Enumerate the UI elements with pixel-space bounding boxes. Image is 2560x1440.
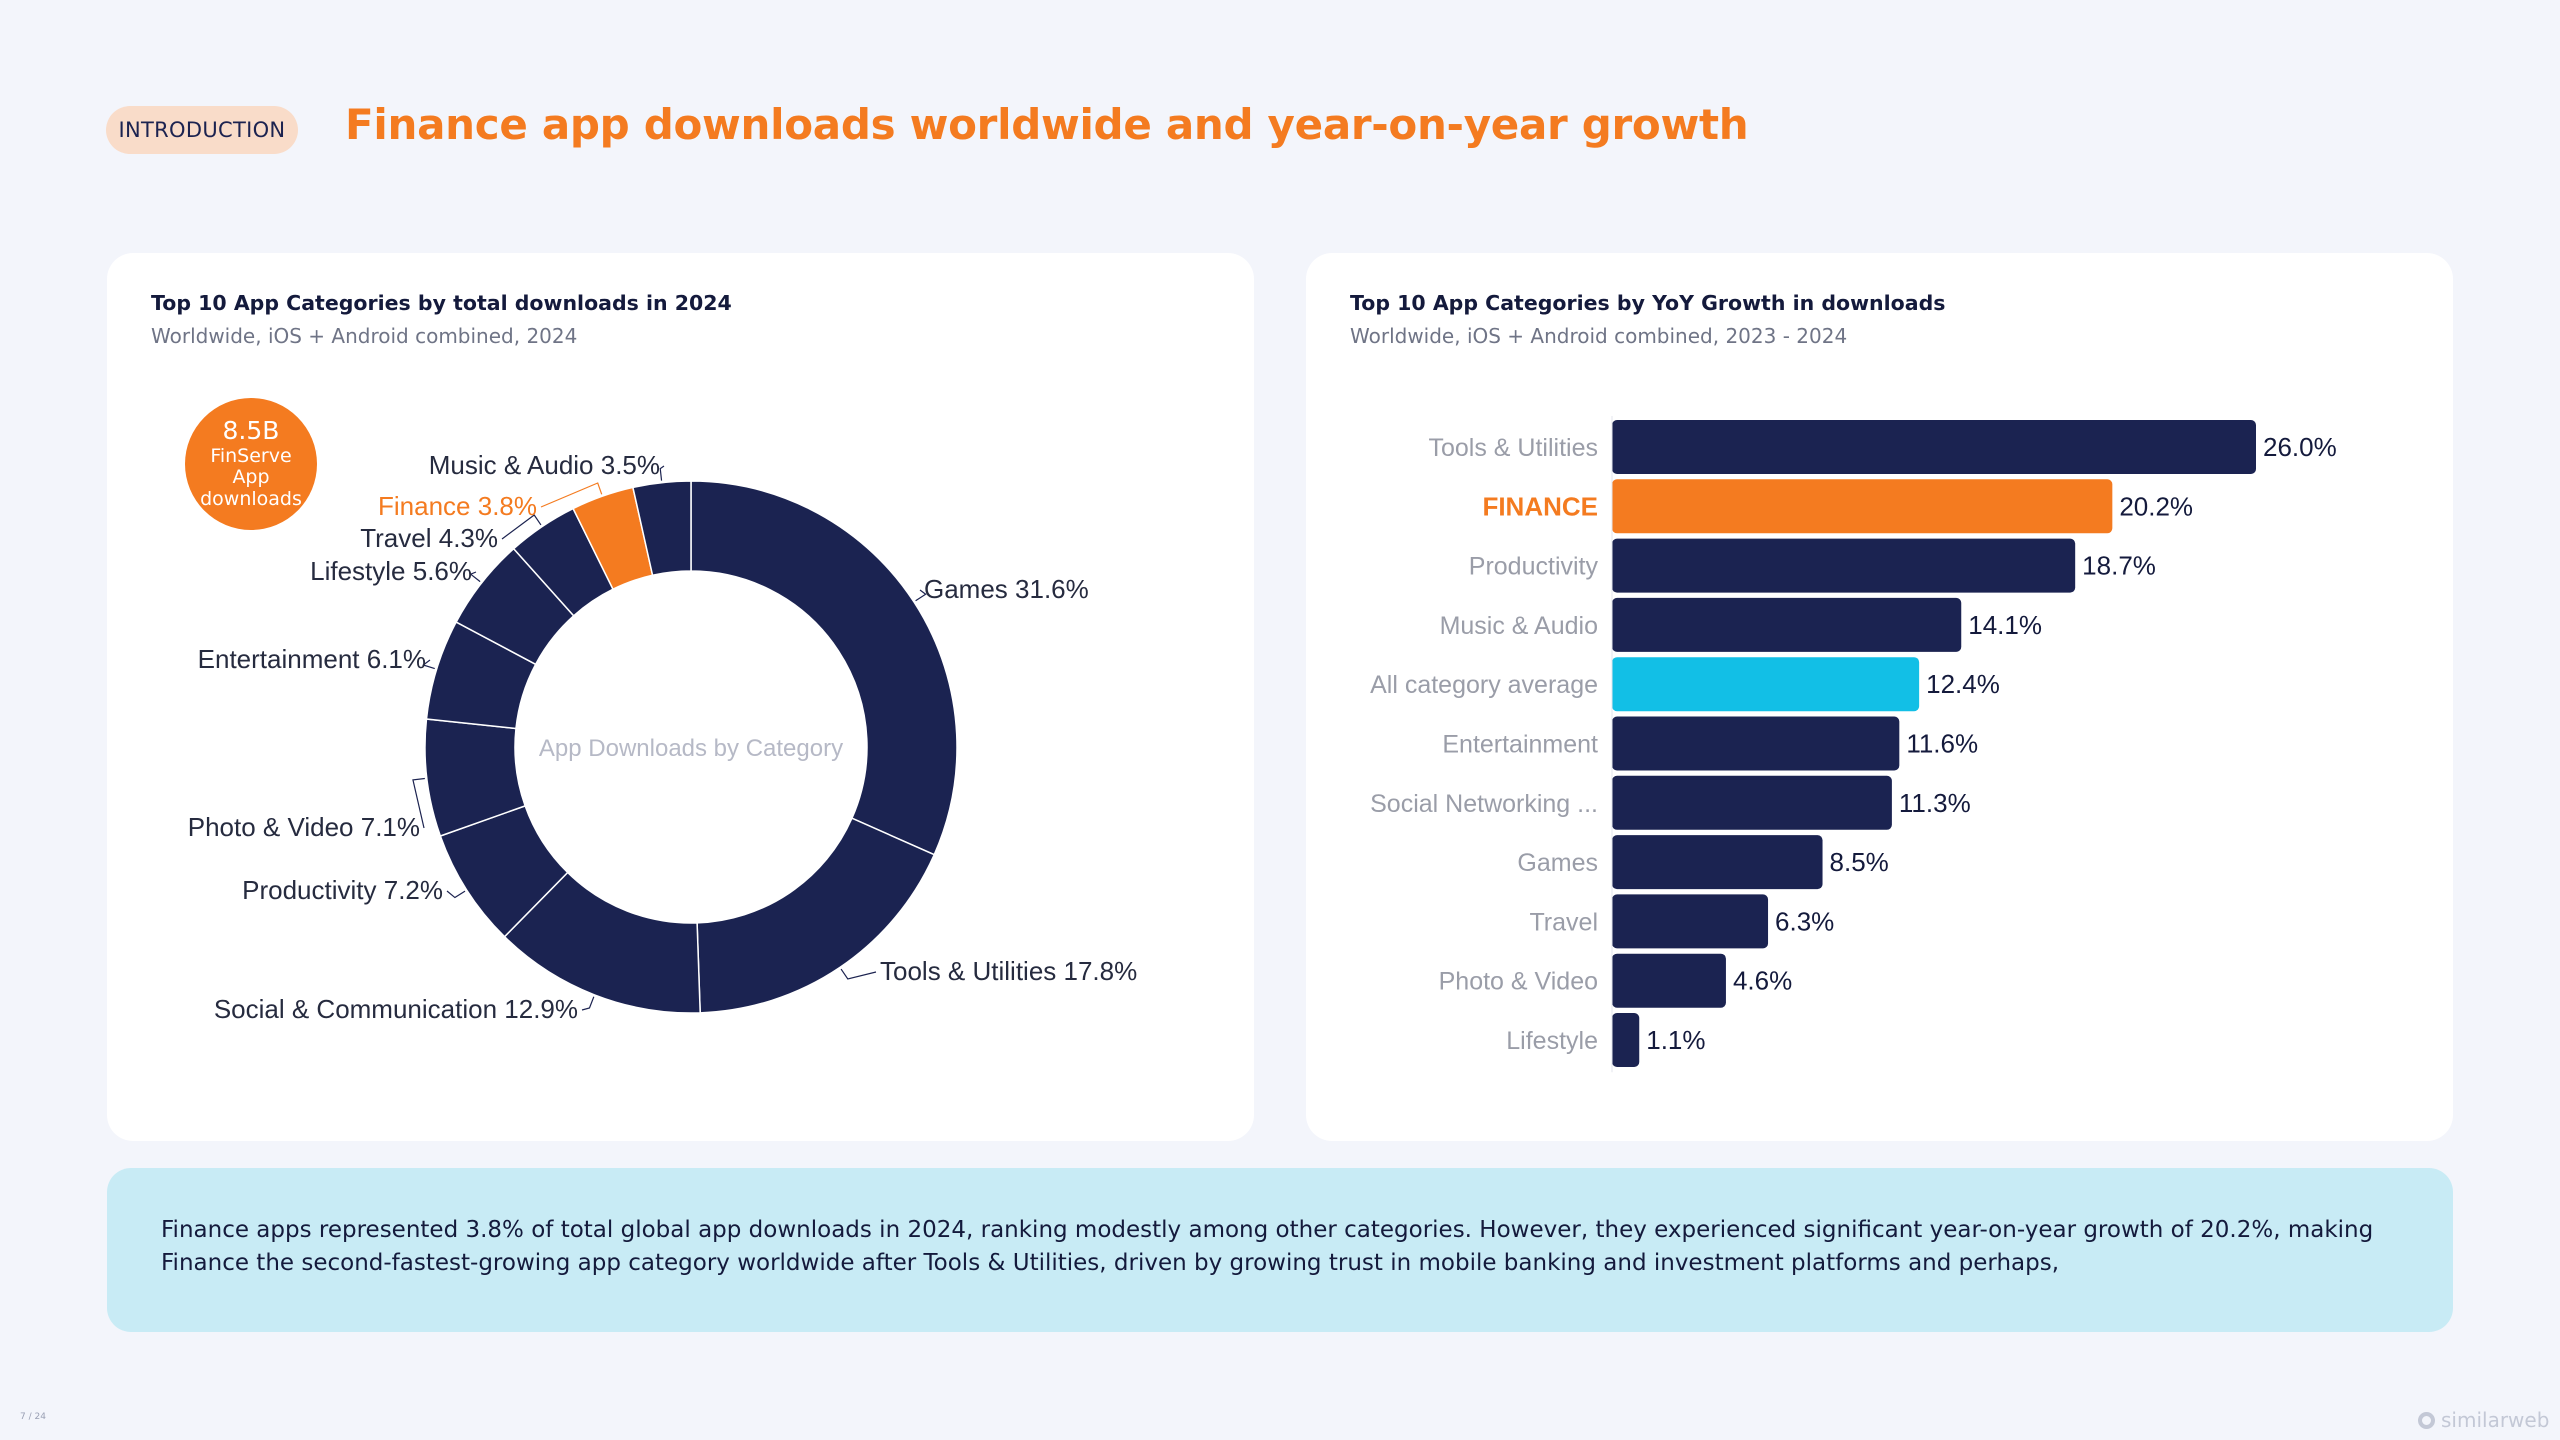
- donut-label-productivity: Productivity 7.2%: [242, 875, 443, 905]
- growth-card: Top 10 App Categories by YoY Growth in d…: [1306, 253, 2453, 1141]
- badge-label: FinServe App downloads: [200, 444, 302, 511]
- donut-label-lifestyle: Lifestyle 5.6%: [310, 556, 472, 586]
- donut-leader-travel: [501, 514, 542, 540]
- donut-label-tools-utilities: Tools & Utilities 17.8%: [880, 956, 1137, 986]
- bar-value-all-category-average: 12.4%: [1926, 669, 2000, 699]
- bar-value-music-audio: 14.1%: [1968, 610, 2042, 640]
- bar-category-entertainment: Entertainment: [1442, 731, 1598, 759]
- brand-name: similarweb: [2441, 1408, 2550, 1432]
- bar-value-games: 8.5%: [1830, 847, 1889, 877]
- page-number: 7 / 24: [20, 1412, 46, 1422]
- page-title: Finance app downloads worldwide and year…: [345, 100, 1749, 149]
- bar-value-photo-video: 4.6%: [1733, 966, 1792, 996]
- bar-music-audio: [1612, 597, 1962, 652]
- donut-label-entertainment: Entertainment 6.1%: [198, 644, 426, 674]
- donut-leader-lifestyle: [469, 571, 481, 583]
- donut-leader-entertainment: [421, 659, 435, 670]
- bar-value-tools-utilities: 26.0%: [2263, 432, 2337, 462]
- bar-category-travel: Travel: [1529, 908, 1598, 936]
- badge-value: 8.5B: [222, 415, 280, 445]
- bar-category-music-audio: Music & Audio: [1440, 612, 1598, 640]
- bar-category-lifestyle: Lifestyle: [1506, 1027, 1598, 1055]
- finserve-badge: 8.5B FinServe App downloads: [185, 398, 317, 530]
- bar-category-tools-utilities: Tools & Utilities: [1429, 434, 1599, 462]
- donut-chart: Games 31.6% Tools & Utilities 17.8% Social…: [188, 450, 1137, 1024]
- bar-category-games: Games: [1517, 849, 1598, 877]
- summary-text: Finance apps represented 3.8% of total g…: [161, 1217, 2374, 1276]
- bar-category-photo-video: Photo & Video: [1439, 968, 1598, 996]
- donut-label-games: Games 31.6%: [924, 574, 1089, 604]
- bar-category-finance: FINANCE: [1482, 491, 1598, 521]
- bar-value-productivity: 18.7%: [2082, 551, 2156, 581]
- donut-leader-tools-utilities: [840, 968, 877, 980]
- donut-label-photo-video: Photo & Video 7.1%: [188, 812, 420, 842]
- section-pill: INTRODUCTION: [106, 106, 298, 154]
- donut-center-label: App Downloads by Category: [539, 735, 843, 762]
- bar-category-social-networking: Social Networking ...: [1370, 790, 1598, 818]
- summary-box: Finance apps represented 3.8% of total g…: [107, 1168, 2453, 1332]
- bar-value-finance: 20.2%: [2119, 491, 2193, 521]
- donut-label-travel: Travel 4.3%: [360, 523, 498, 553]
- bar-games: [1612, 835, 1823, 890]
- bar-value-lifestyle: 1.1%: [1646, 1025, 1705, 1055]
- similarweb-logo-icon: [2418, 1411, 2435, 1429]
- bar-social-networking: [1612, 775, 1892, 830]
- growth-card-subtitle: Worldwide, iOS + Android combined, 2023 …: [1350, 324, 1848, 348]
- donut-leader-music-audio: [659, 465, 665, 481]
- downloads-card-title: Top 10 App Categories by total downloads…: [151, 291, 732, 315]
- downloads-card-subtitle: Worldwide, iOS + Android combined, 2024: [151, 324, 578, 348]
- downloads-card: Top 10 App Categories by total downloads…: [107, 253, 1254, 1141]
- bar-value-travel: 6.3%: [1775, 906, 1834, 936]
- bar-lifestyle: [1612, 1013, 1640, 1067]
- donut-slice-games: [690, 480, 958, 856]
- bar-photo-video: [1612, 953, 1726, 1008]
- donut-leader-social-communication: [581, 996, 595, 1011]
- bar-category-all-category-average: All category average: [1370, 671, 1598, 699]
- donut-slice-music-audio: [632, 480, 692, 577]
- bar-chart: Tools & Utilities 26.0% FINANCE 20.2% Produc…: [1370, 416, 2337, 1073]
- brand-logo: similarweb: [2418, 1408, 2549, 1432]
- bar-category-productivity: Productivity: [1469, 553, 1599, 581]
- growth-card-title: Top 10 App Categories by YoY Growth in d…: [1350, 291, 1946, 315]
- donut-label-music-audio: Music & Audio 3.5%: [429, 450, 660, 480]
- donut-label-social-communication: Social & Communication 12.9%: [214, 994, 578, 1024]
- donut-leader-photo-video: [412, 777, 425, 829]
- donut-leader-finance: [540, 482, 603, 508]
- bar-productivity: [1612, 538, 2076, 593]
- bar-tools-utilities: [1612, 420, 2256, 474]
- donut-leader-productivity: [446, 890, 466, 899]
- bar-value-social-networking: 11.3%: [1899, 788, 1971, 818]
- donut-label-finance: Finance 3.8%: [378, 491, 537, 521]
- bar-all-category-average: [1612, 657, 1920, 712]
- bar-entertainment: [1612, 716, 1900, 771]
- bar-finance: [1612, 479, 2113, 534]
- bar-value-entertainment: 11.6%: [1906, 729, 1978, 759]
- bar-travel: [1612, 894, 1769, 949]
- donut-leader-games: [915, 589, 927, 602]
